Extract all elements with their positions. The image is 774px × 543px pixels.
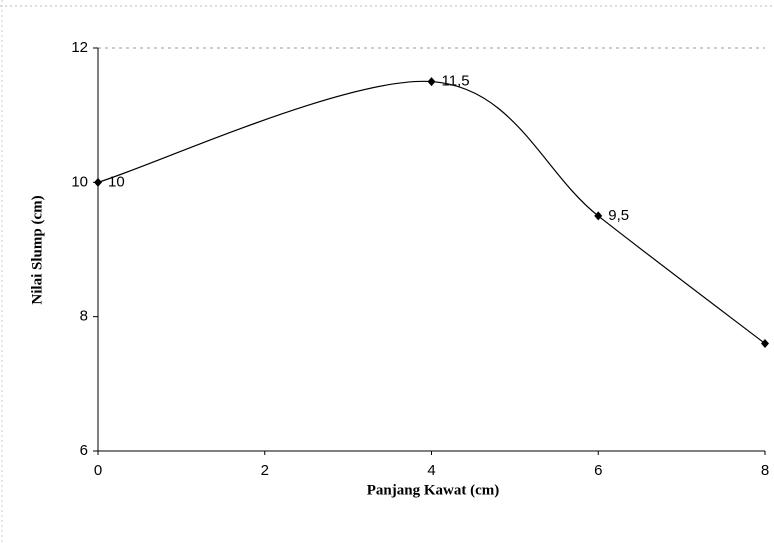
- point: [427, 77, 436, 87]
- x-axis-title: Panjang Kawat (cm): [367, 482, 499, 498]
- data-label: 10: [108, 173, 125, 190]
- point: [761, 339, 769, 349]
- y-tick-label: 8: [80, 308, 88, 325]
- y-tick-label: 12: [71, 39, 88, 56]
- data-label: 9,5: [608, 207, 629, 224]
- x-tick-label: 0: [94, 462, 102, 479]
- x-tick-label: 8: [761, 462, 769, 479]
- y-axis-title: Nilai Slump (cm): [29, 195, 45, 304]
- x-tick-label: 4: [427, 462, 435, 479]
- point: [594, 211, 603, 221]
- data-label: 11,5: [442, 73, 470, 90]
- line: [97, 80, 766, 345]
- x-tick-label: 6: [594, 462, 602, 479]
- y-tick-label: 10: [71, 173, 88, 190]
- point: [94, 177, 102, 187]
- y-tick-label: 6: [80, 442, 88, 459]
- x-tick-label: 2: [261, 462, 269, 479]
